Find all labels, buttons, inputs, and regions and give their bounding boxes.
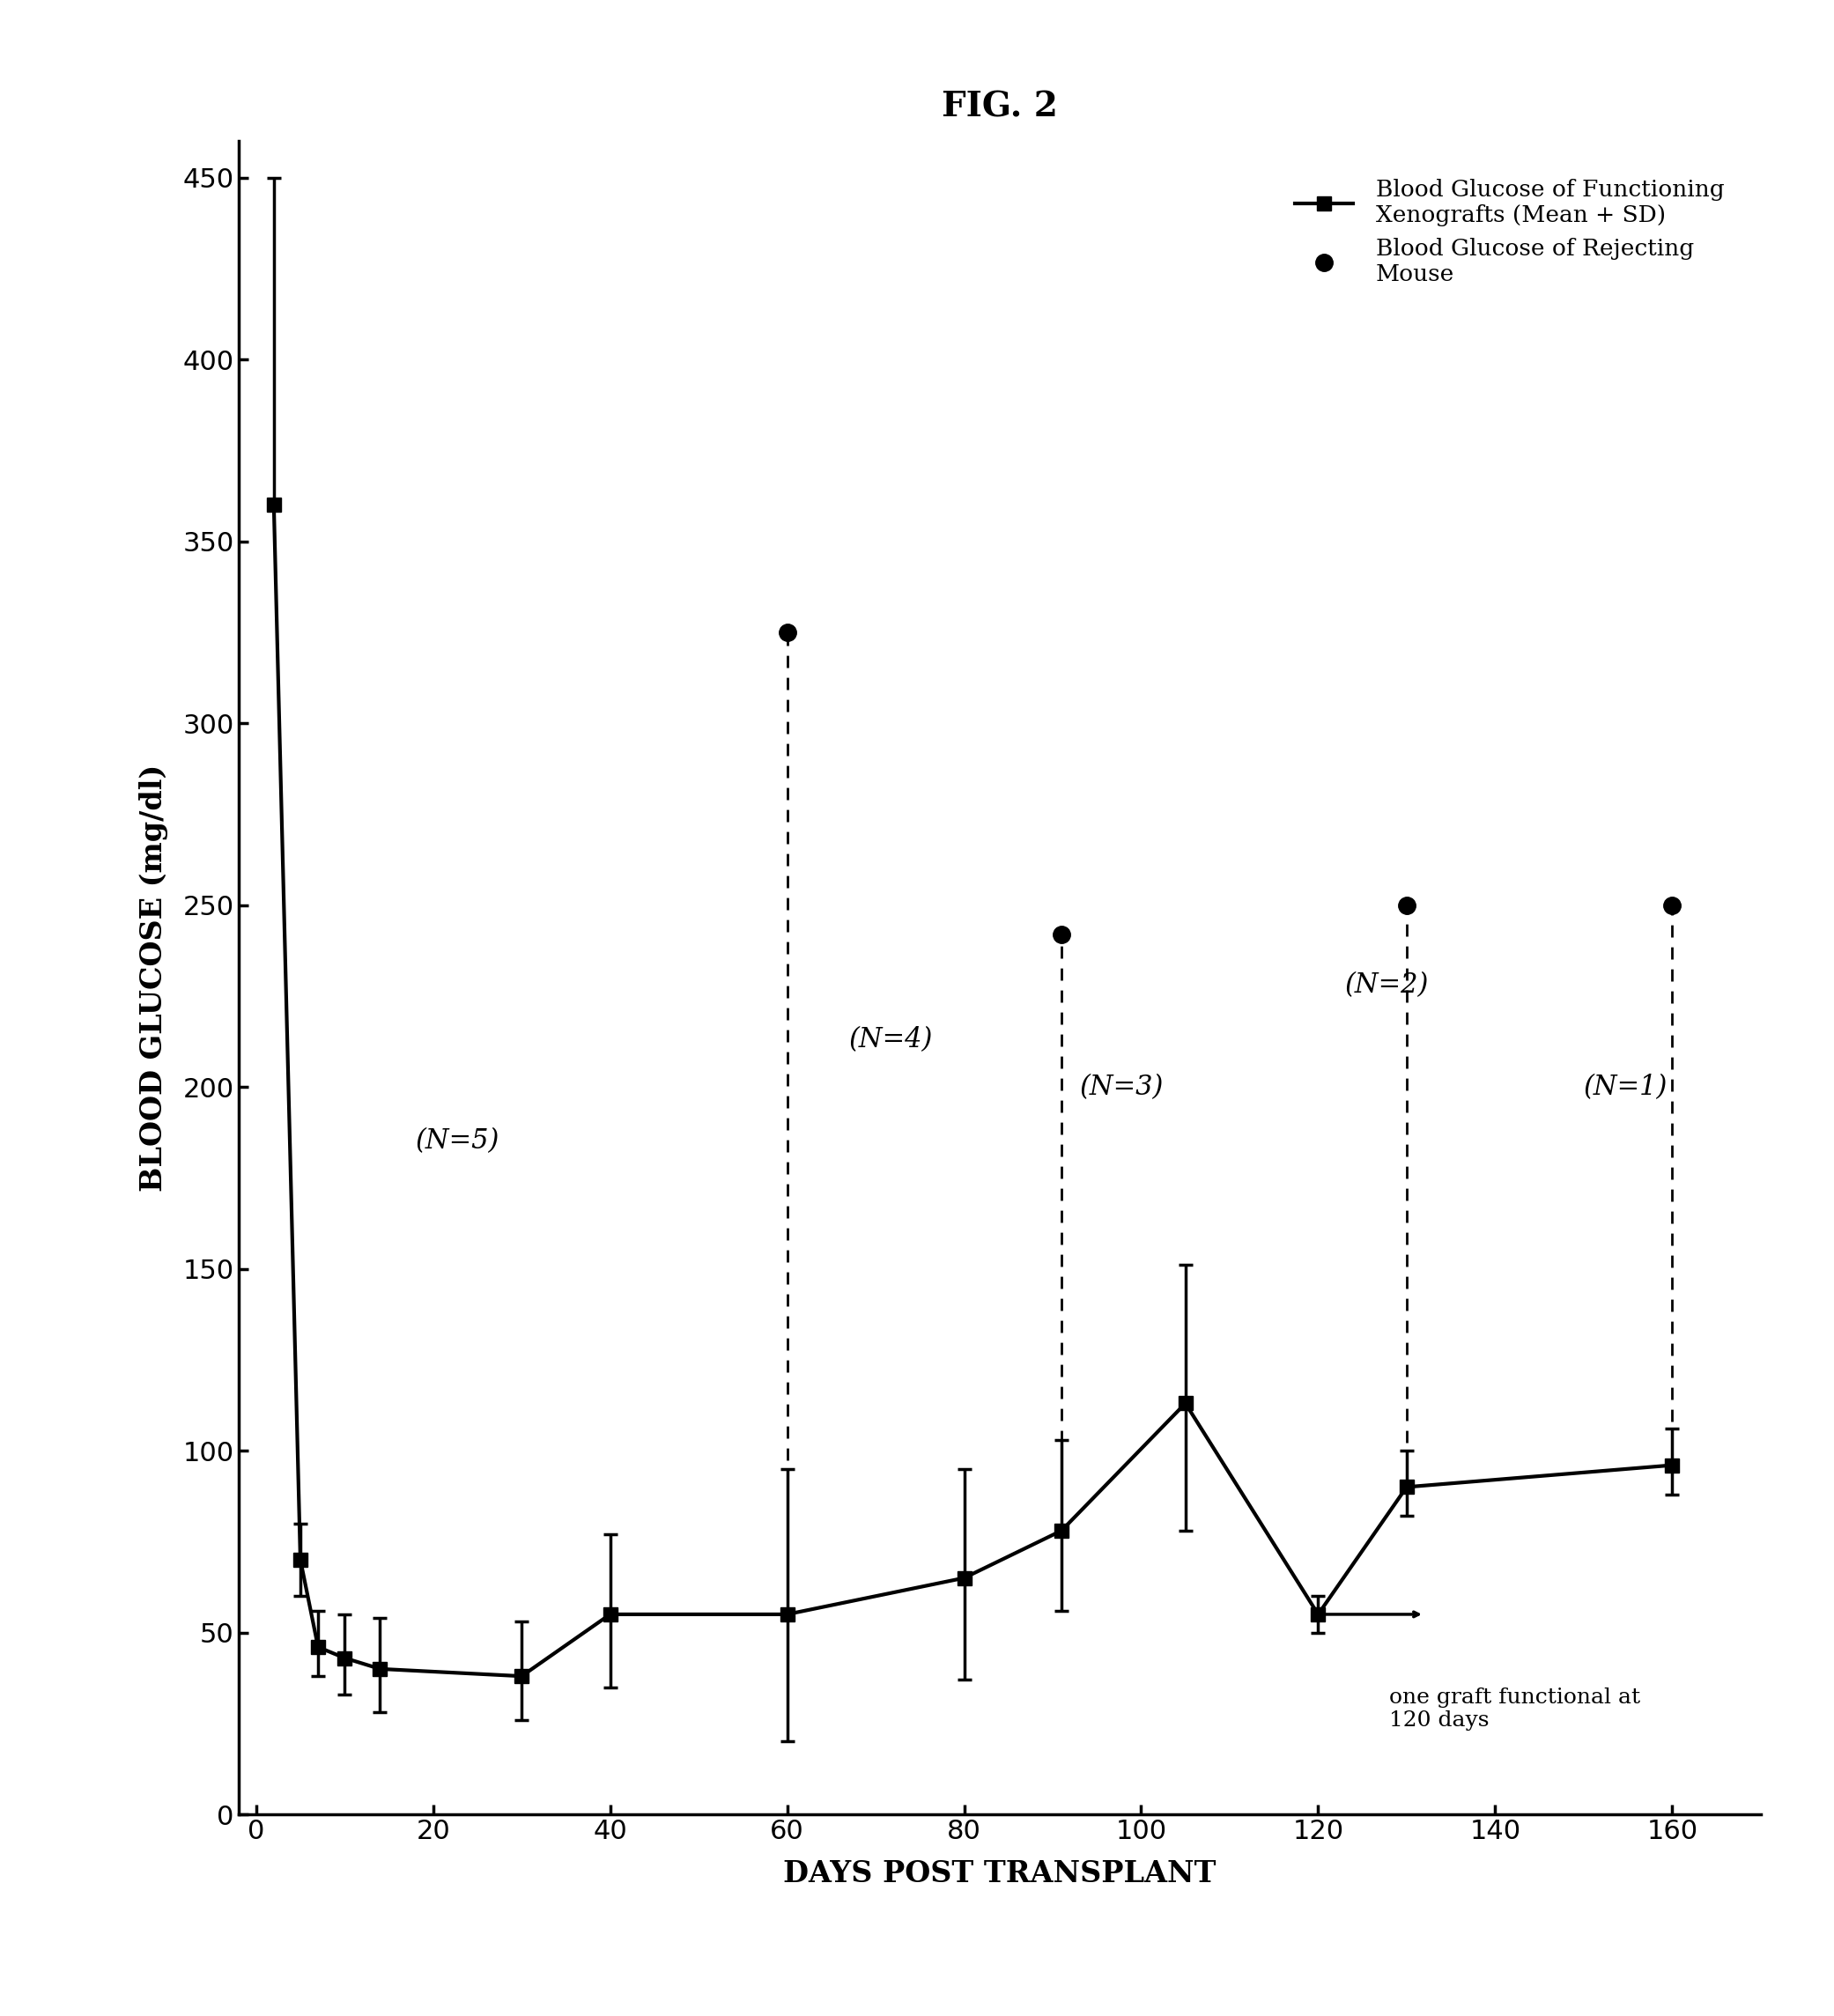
Legend: Blood Glucose of Functioning
Xenografts (Mean + SD), Blood Glucose of Rejecting
: Blood Glucose of Functioning Xenografts … (1286, 169, 1733, 294)
Text: (N=4): (N=4) (849, 1026, 934, 1052)
X-axis label: DAYS POST TRANSPLANT: DAYS POST TRANSPLANT (783, 1859, 1216, 1887)
Text: (N=2): (N=2) (1344, 972, 1429, 998)
Text: (N=1): (N=1) (1583, 1073, 1667, 1101)
Text: (N=5): (N=5) (416, 1127, 499, 1155)
Text: (N=3): (N=3) (1078, 1073, 1163, 1101)
Text: one graft functional at
120 days: one graft functional at 120 days (1388, 1687, 1640, 1732)
Title: FIG. 2: FIG. 2 (941, 91, 1058, 123)
Y-axis label: BLOOD GLUCOSE (mg/dl): BLOOD GLUCOSE (mg/dl) (139, 764, 169, 1191)
